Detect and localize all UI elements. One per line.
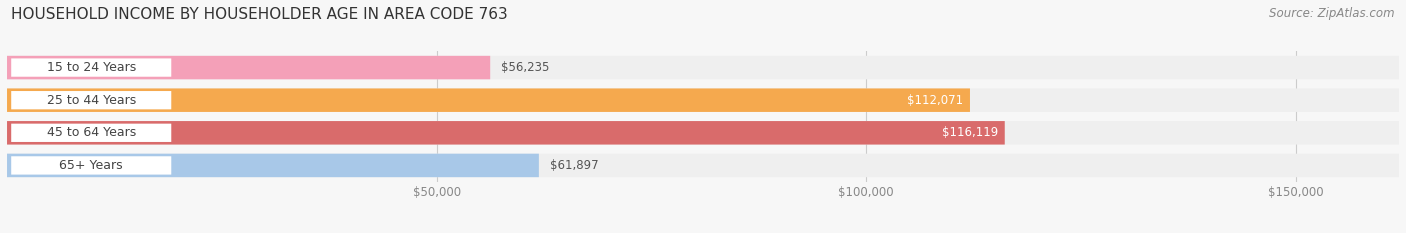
Text: $61,897: $61,897 <box>550 159 599 172</box>
FancyBboxPatch shape <box>7 56 1399 79</box>
FancyBboxPatch shape <box>11 156 172 175</box>
Text: HOUSEHOLD INCOME BY HOUSEHOLDER AGE IN AREA CODE 763: HOUSEHOLD INCOME BY HOUSEHOLDER AGE IN A… <box>11 7 508 22</box>
Text: $56,235: $56,235 <box>502 61 550 74</box>
FancyBboxPatch shape <box>7 154 1399 177</box>
Text: 25 to 44 Years: 25 to 44 Years <box>46 94 136 107</box>
Text: $116,119: $116,119 <box>942 126 998 139</box>
FancyBboxPatch shape <box>7 121 1005 144</box>
Text: 15 to 24 Years: 15 to 24 Years <box>46 61 136 74</box>
Text: 65+ Years: 65+ Years <box>59 159 124 172</box>
Text: 45 to 64 Years: 45 to 64 Years <box>46 126 136 139</box>
FancyBboxPatch shape <box>7 56 491 79</box>
FancyBboxPatch shape <box>11 58 172 77</box>
FancyBboxPatch shape <box>7 89 970 112</box>
FancyBboxPatch shape <box>7 154 538 177</box>
FancyBboxPatch shape <box>7 121 1399 144</box>
FancyBboxPatch shape <box>11 124 172 142</box>
FancyBboxPatch shape <box>7 89 1399 112</box>
FancyBboxPatch shape <box>11 91 172 109</box>
Text: $112,071: $112,071 <box>907 94 963 107</box>
Text: Source: ZipAtlas.com: Source: ZipAtlas.com <box>1270 7 1395 20</box>
